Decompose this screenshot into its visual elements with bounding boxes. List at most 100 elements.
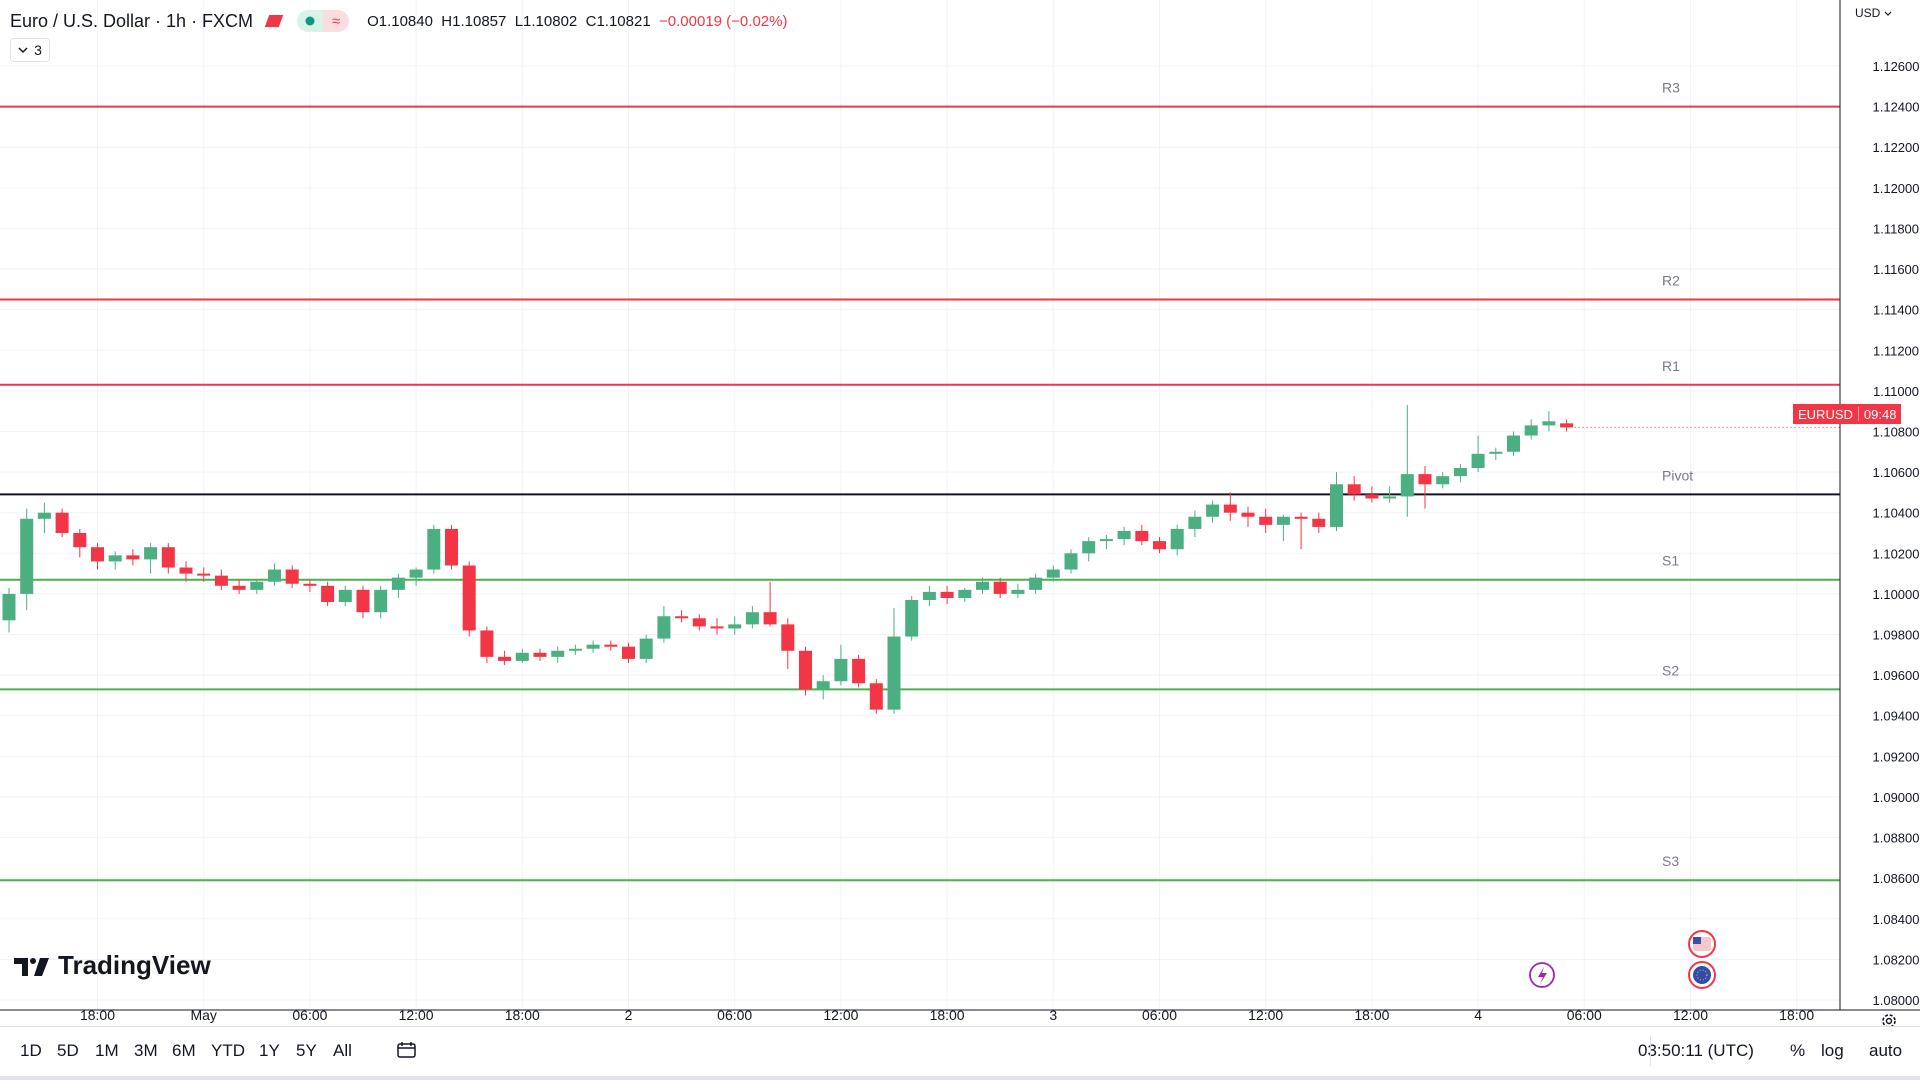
candle-body: [905, 600, 919, 637]
level-label-s2: S2: [1662, 662, 1679, 678]
candle-body: [214, 575, 228, 586]
candle-body: [940, 591, 954, 598]
currency-selector[interactable]: USD: [1855, 6, 1892, 20]
tradingview-logo-icon: [14, 957, 49, 976]
candle-body: [285, 569, 299, 584]
range-all-button[interactable]: All: [333, 1041, 352, 1060]
range-5d-button[interactable]: 5D: [57, 1041, 79, 1060]
range-6m-button[interactable]: 6M: [172, 1041, 196, 1060]
candle-body: [356, 589, 370, 613]
eu-flag-body: [1693, 966, 1711, 984]
level-label-r2: R2: [1662, 273, 1680, 289]
candle-body: [126, 555, 140, 560]
price-chart[interactable]: R3 R2 R1 Pivot S1 S2 S3 1.12600 1.12400 1.12200 1.…: [0, 0, 1920, 1026]
level-label-pivot: Pivot: [1662, 467, 1693, 483]
candle-body: [55, 512, 69, 533]
candle-body: [1099, 539, 1113, 542]
high-value: H1.10857: [441, 12, 507, 30]
percent-toggle[interactable]: %: [1790, 1041, 1806, 1060]
candle-body: [993, 581, 1007, 594]
price-tick-label: 1.11600: [1873, 262, 1919, 277]
candle-body: [462, 565, 476, 631]
log-toggle[interactable]: log: [1821, 1041, 1844, 1060]
price-axis[interactable]: [1840, 0, 1920, 1010]
tradingview-logo[interactable]: TradingView: [14, 950, 211, 981]
candle-body: [232, 585, 246, 590]
candle-body: [1011, 589, 1025, 594]
change-value: −0.00019 (−0.02%): [659, 12, 788, 30]
range-3m-button[interactable]: 3M: [134, 1041, 158, 1060]
symbol-title[interactable]: Euro / U.S. Dollar · 1h · FXCM: [10, 10, 254, 31]
open-value: O1.10840: [367, 12, 433, 30]
range-1m-button[interactable]: 1M: [95, 1041, 119, 1060]
candle-body: [409, 569, 423, 578]
market-open-icon: [297, 10, 324, 32]
candle-body: [338, 589, 352, 603]
candle-body: [622, 646, 635, 659]
price-tick-label: 1.11000: [1873, 384, 1919, 399]
price-tick-label: 1.12200: [1873, 140, 1920, 155]
candle-body: [1560, 423, 1574, 428]
eu-flag-stars: [1696, 969, 1708, 981]
price-tick-label: 1.08400: [1873, 912, 1920, 927]
candle-body: [1365, 494, 1379, 499]
candle-body: [816, 681, 830, 690]
goto-date-icon[interactable]: [396, 1040, 418, 1060]
candle-body: [710, 626, 724, 629]
time-tick-label: 4: [1474, 1007, 1482, 1023]
candle-body: [268, 569, 281, 582]
range-1y-button[interactable]: 1Y: [259, 1041, 280, 1060]
candle-body: [1117, 530, 1131, 540]
time-tick-label: 18:00: [505, 1007, 540, 1023]
candle-body: [675, 616, 689, 619]
candle-body: [1524, 425, 1538, 436]
auto-toggle[interactable]: auto: [1869, 1041, 1903, 1060]
candle-body: [1170, 528, 1184, 550]
candle-body: [303, 583, 317, 586]
chevron-down-icon: [18, 47, 28, 54]
candle-body: [604, 644, 618, 647]
bottom-toolbar: 1D 5D 1M 3M 6M YTD 1Y 5Y All 03:50:11 (U…: [0, 1026, 1920, 1077]
range-ytd-button[interactable]: YTD: [211, 1041, 245, 1060]
candle-body: [1507, 435, 1520, 452]
candle-body: [1383, 496, 1397, 499]
candle-body: [1241, 512, 1255, 517]
candle-body: [515, 652, 529, 661]
candle-body: [73, 533, 87, 548]
candle-body: [1135, 530, 1149, 542]
candle-body: [586, 644, 600, 649]
time-tick-label: 18:00: [930, 1007, 965, 1023]
symbol-tag-name: EURUSD: [1798, 406, 1853, 422]
gear-inner: [1885, 1017, 1893, 1025]
flag-icon[interactable]: [264, 15, 284, 27]
delay-icon: ≈: [323, 10, 350, 32]
candle-body: [1223, 504, 1237, 513]
price-tick-label: 1.12600: [1873, 59, 1920, 74]
candle-body: [639, 638, 653, 659]
candle-body: [533, 652, 547, 657]
price-tick-label: 1.10400: [1873, 506, 1920, 521]
candle-body: [551, 650, 565, 657]
candle-body: [445, 528, 458, 566]
candle-body: [1259, 516, 1273, 525]
candle-body: [391, 577, 405, 590]
utc-clock[interactable]: 03:50:11 (UTC): [1638, 1041, 1754, 1060]
time-tick-label: 06:00: [717, 1007, 752, 1023]
price-tick-label: 1.08000: [1873, 993, 1920, 1008]
settings-icon[interactable]: [1882, 1014, 1896, 1026]
price-tick-label: 1.11800: [1873, 221, 1919, 236]
level-label-s1: S1: [1662, 553, 1679, 569]
candle-body: [37, 512, 51, 519]
indicators-collapse-button[interactable]: 3: [10, 38, 50, 62]
price-tick-label: 1.09600: [1873, 668, 1920, 683]
candle-body: [2, 593, 16, 621]
toolbar-divider: [1650, 1036, 1651, 1066]
market-status-toggle[interactable]: ≈: [297, 10, 350, 32]
range-5y-button[interactable]: 5Y: [296, 1041, 317, 1060]
price-tick-label: 1.11400: [1873, 303, 1919, 318]
chart-legend: Euro / U.S. Dollar · 1h · FXCM ≈ O1.1084…: [10, 10, 787, 32]
candle-body: [976, 581, 989, 590]
time-tick-label: 12:00: [1673, 1007, 1708, 1023]
range-1d-button[interactable]: 1D: [20, 1041, 42, 1060]
bottom-scroll-strip: [0, 1076, 1920, 1080]
